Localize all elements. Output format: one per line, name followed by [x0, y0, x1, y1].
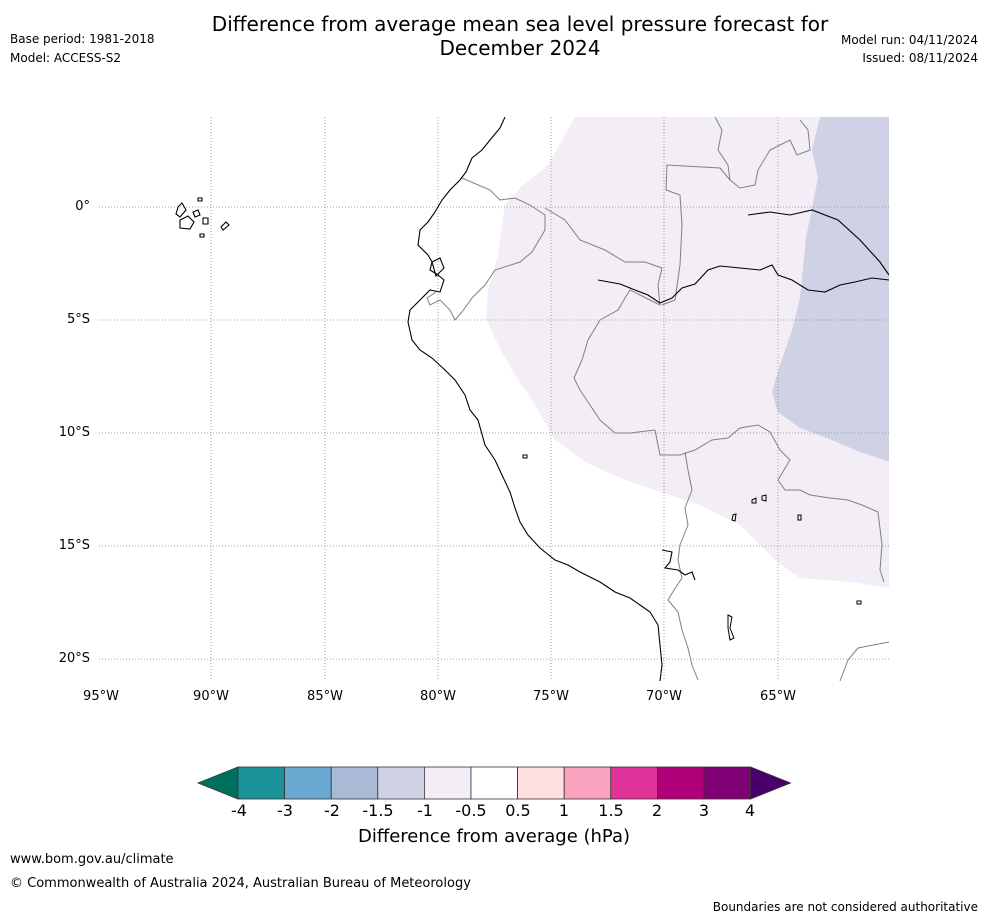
anomaly-region-light	[486, 117, 889, 588]
colorbar-segment	[470, 766, 518, 800]
colorbar-segment	[703, 766, 751, 800]
colorbar-tick: -1	[417, 801, 433, 820]
title-line-2: December 2024	[439, 36, 601, 60]
coastline	[407, 117, 889, 681]
disclaimer: Boundaries are not considered authoritat…	[712, 900, 978, 914]
lon-tick-95w: 95°W	[83, 689, 119, 704]
colorbar-segment	[330, 766, 379, 800]
colorbar-segment	[656, 766, 705, 800]
lon-tick-75w: 75°W	[533, 689, 569, 704]
colorbar-segment	[423, 766, 472, 800]
lon-tick-85w: 85°W	[307, 689, 343, 704]
model-run: Model run: 04/11/2024	[840, 33, 978, 47]
lat-tick-20s: 20°S	[58, 651, 90, 666]
colorbar-extend-high	[750, 766, 792, 800]
colorbar	[196, 766, 792, 800]
lat-tick-15s: 15°S	[58, 538, 90, 553]
page-title: Difference from average mean sea level p…	[150, 12, 890, 60]
lakes	[522, 454, 862, 641]
colorbar-tick: 1	[558, 801, 570, 820]
colorbar-tick: 1.5	[598, 801, 624, 820]
colorbar-tick: 0.5	[505, 801, 531, 820]
colorbar-segment	[284, 766, 332, 800]
country-borders	[426, 117, 889, 681]
colorbar-label: Difference from average (hPa)	[357, 826, 631, 847]
title-line-1: Difference from average mean sea level p…	[211, 12, 829, 36]
colorbar-extend-low	[196, 766, 239, 800]
model-name: Model: ACCESS-S2	[10, 51, 122, 65]
lon-tick-90w: 90°W	[193, 689, 229, 704]
copyright: © Commonwealth of Australia 2024, Austra…	[10, 876, 471, 891]
colorbar-tick: 4	[744, 801, 756, 820]
galapagos-islands	[175, 197, 230, 238]
lon-tick-80w: 80°W	[420, 689, 456, 704]
colorbar-segment	[563, 766, 612, 800]
base-period: Base period: 1981-2018	[10, 32, 155, 46]
colorbar-tick: 2	[651, 801, 663, 820]
colorbar-tick: -3	[277, 801, 293, 820]
lat-tick-10s: 10°S	[58, 425, 90, 440]
lat-tick-5s: 5°S	[66, 312, 90, 327]
gridlines	[99, 117, 889, 681]
colorbar-segment	[237, 766, 285, 800]
colorbar-tick: -4	[231, 801, 247, 820]
colorbar-tick: 3	[698, 801, 710, 820]
colorbar-tick: -0.5	[455, 801, 487, 820]
website-link[interactable]: www.bom.gov.au/climate	[10, 852, 174, 867]
lat-tick-0: 0°	[75, 199, 90, 214]
colorbar-segment	[377, 766, 425, 800]
colorbar-segment	[517, 766, 565, 800]
colorbar-segment	[610, 766, 658, 800]
lon-tick-70w: 70°W	[646, 689, 682, 704]
lon-tick-65w: 65°W	[760, 689, 796, 704]
colorbar-tick: -1.5	[362, 801, 394, 820]
issued-date: Issued: 08/11/2024	[862, 51, 978, 65]
colorbar-tick: -2	[324, 801, 340, 820]
